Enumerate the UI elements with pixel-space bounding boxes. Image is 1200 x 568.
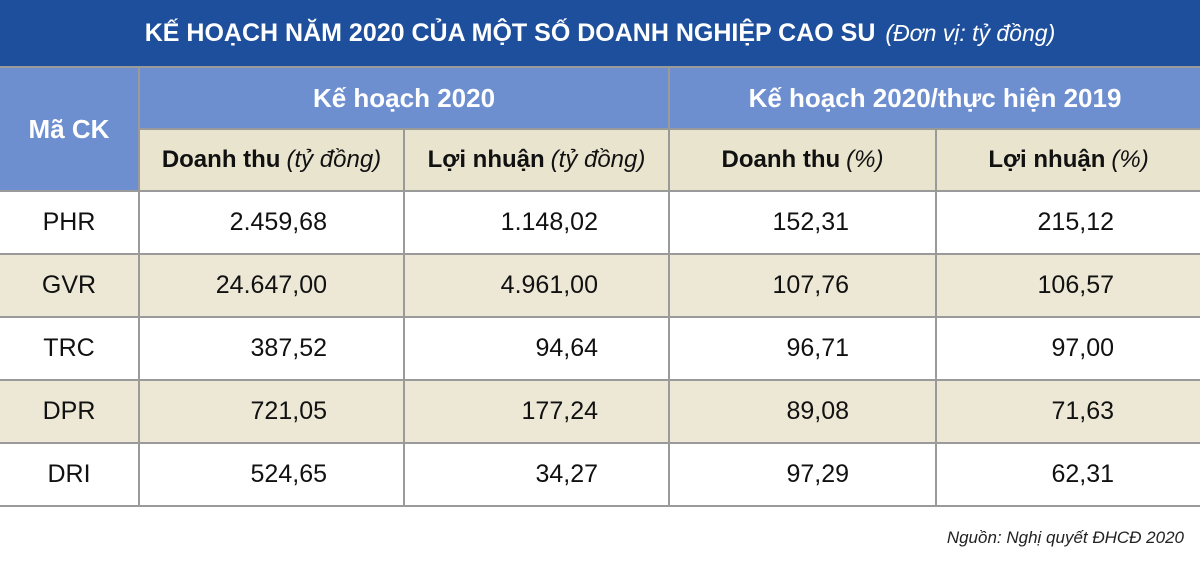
table-cell: 2.459,68 [140, 192, 403, 253]
column-header: Lợi nhuận (%) [937, 130, 1200, 190]
table-cell: 89,08 [670, 381, 935, 442]
table-cell: 177,24 [405, 381, 668, 442]
table-cell: 71,63 [937, 381, 1200, 442]
table-cell: 1.148,02 [405, 192, 668, 253]
stock-code: DRI [0, 444, 138, 505]
table-cell: 721,05 [140, 381, 403, 442]
column-header: Doanh thu (tỷ đồng) [140, 130, 403, 190]
group-header: Kế hoạch 2020/thực hiện 2019 [670, 68, 1200, 128]
table-cell: 96,71 [670, 318, 935, 379]
code-header: Mã CK [0, 68, 138, 190]
stock-code: TRC [0, 318, 138, 379]
group-header: Kế hoạch 2020 [140, 68, 668, 128]
stock-code: GVR [0, 255, 138, 316]
table-cell: 62,31 [937, 444, 1200, 505]
column-unit: (tỷ đồng) [550, 146, 646, 173]
column-label: Doanh thu [721, 146, 841, 173]
table-cell: 387,52 [140, 318, 403, 379]
title-unit: (Đơn vị: tỷ đồng) [885, 19, 1056, 46]
table-cell: 152,31 [670, 192, 935, 253]
table-cell: 24.647,00 [140, 255, 403, 316]
table-cell: 524,65 [140, 444, 403, 505]
column-unit: (tỷ đồng) [286, 146, 382, 173]
table-cell: 34,27 [405, 444, 668, 505]
title: KẾ HOẠCH NĂM 2020 CỦA MỘT SỐ DOANH NGHIỆ… [144, 18, 876, 47]
column-header: Doanh thu (%) [670, 130, 935, 190]
table-cell: 215,12 [937, 192, 1200, 253]
table-cell: 97,29 [670, 444, 935, 505]
source: Nguồn: Nghị quyết ĐHCĐ 2020 [0, 507, 1200, 568]
column-unit: (%) [1111, 146, 1149, 173]
column-label: Doanh thu [161, 146, 281, 173]
column-label: Lợi nhuận [427, 146, 545, 173]
stock-code: PHR [0, 192, 138, 253]
table-cell: 97,00 [937, 318, 1200, 379]
table-cell: 94,64 [405, 318, 668, 379]
stock-code: DPR [0, 381, 138, 442]
title-bar: KẾ HOẠCH NĂM 2020 CỦA MỘT SỐ DOANH NGHIỆ… [0, 0, 1200, 66]
column-label: Lợi nhuận [988, 146, 1106, 173]
table-cell: 107,76 [670, 255, 935, 316]
table-cell: 4.961,00 [405, 255, 668, 316]
table-cell: 106,57 [937, 255, 1200, 316]
column-unit: (%) [846, 146, 884, 173]
column-header: Lợi nhuận (tỷ đồng) [405, 130, 668, 190]
